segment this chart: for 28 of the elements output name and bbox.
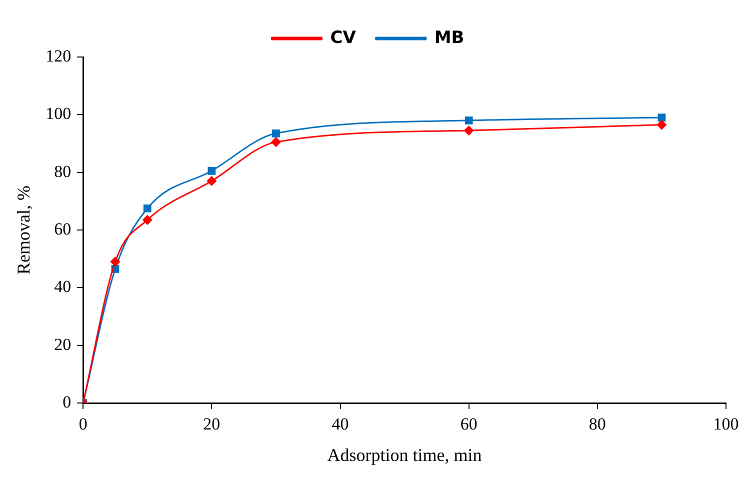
- x-tick-label: 40: [332, 414, 349, 434]
- point: [206, 176, 216, 186]
- point: [110, 256, 120, 266]
- point: [208, 166, 216, 175]
- point: [143, 204, 152, 212]
- point: [271, 137, 281, 147]
- point: [464, 126, 474, 136]
- legend-label: CV: [330, 28, 357, 48]
- y-tick-label: 20: [54, 334, 72, 354]
- point: [658, 114, 666, 122]
- y-tick-label: 60: [54, 219, 72, 238]
- y-tick-label: 120: [46, 46, 72, 66]
- legend-label: MB: [434, 28, 464, 48]
- x-axis-title: Adsorption time, min: [327, 444, 482, 465]
- y-tick-label: 0: [62, 392, 72, 412]
- point: [142, 215, 152, 225]
- point: [272, 129, 280, 138]
- x-tick-label: 0: [78, 414, 88, 434]
- x-tick-label: 20: [203, 414, 220, 434]
- point: [656, 120, 666, 130]
- y-tick-label: 80: [54, 162, 72, 181]
- point: [464, 116, 473, 124]
- x-tick-label: 60: [460, 414, 478, 434]
- y-axis-title: Removal, %: [14, 186, 34, 274]
- y-tick-label: 40: [54, 277, 72, 296]
- x-tick-label: 80: [588, 414, 606, 434]
- x-tick-label: 100: [713, 414, 739, 434]
- y-tick-label: 100: [46, 104, 72, 124]
